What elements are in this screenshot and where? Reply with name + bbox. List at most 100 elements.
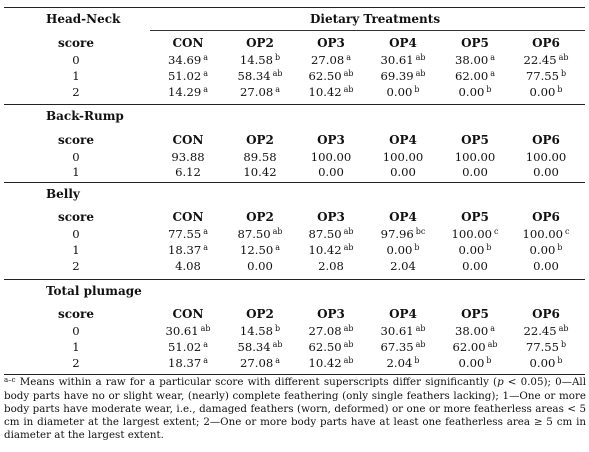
superscript: a xyxy=(275,85,280,94)
column-header-row: score CON OP2 OP3 OP4 OP5 OP6 xyxy=(0,306,589,322)
value-cell: 27.08 a xyxy=(220,355,300,373)
value-text: 77.55 xyxy=(525,69,560,83)
value-text: 100.00 xyxy=(382,150,424,164)
value-cell: 51.02 a xyxy=(148,68,228,86)
value-text: 0.00 xyxy=(386,85,413,99)
table-row: 1 18.37 a 12.50 a 10.42 ab 0.00 b 0.00 b 0.00 b xyxy=(0,242,589,258)
superscript: a xyxy=(203,340,208,349)
superscript: a xyxy=(203,69,208,78)
footnote: a–c Means within a raw for a particular … xyxy=(4,376,586,442)
value-cell: 0.00 b xyxy=(435,242,515,260)
superscript: ab xyxy=(415,340,426,349)
value-cell: 87.50 ab xyxy=(220,226,300,244)
value-text: 0.00 xyxy=(318,165,344,179)
value-text: 0.00 xyxy=(458,243,485,257)
value-cell: 27.08 a xyxy=(220,84,300,102)
value-cell: 77.55 b xyxy=(506,339,586,357)
value-text: 12.50 xyxy=(240,243,274,257)
value-cell: 22.45 ab xyxy=(506,52,586,70)
value-cell: 100.00 xyxy=(506,149,586,165)
value-text: 67.35 xyxy=(380,340,414,354)
value-text: 87.50 xyxy=(237,227,271,241)
value-cell: 67.35 ab xyxy=(363,339,443,357)
value-text: 100.00 xyxy=(310,150,352,164)
head-neck-header: Head-Neck xyxy=(46,12,121,26)
value-cell: 34.69 a xyxy=(148,52,228,70)
section-title: Back-Rump xyxy=(46,109,124,123)
column-header: OP6 xyxy=(532,210,560,224)
value-text: 27.08 xyxy=(308,324,342,338)
superscript: c xyxy=(565,227,570,236)
value-cell: 38.00 a xyxy=(435,52,515,70)
value-cell: 27.08 ab xyxy=(291,323,371,341)
value-cell: 0.00 b xyxy=(435,84,515,102)
score-cell: 1 xyxy=(72,165,80,179)
value-cell: 0.00 xyxy=(291,164,371,180)
value-text: 77.55 xyxy=(168,227,202,241)
column-header: OP5 xyxy=(461,36,489,50)
value-cell: 38.00 a xyxy=(435,323,515,341)
superscript: b xyxy=(275,53,281,62)
superscript: a xyxy=(490,324,495,333)
value-cell: 77.55 b xyxy=(506,68,586,86)
superscript: b xyxy=(486,85,492,94)
superscript: ab xyxy=(272,227,283,236)
value-cell: 2.08 xyxy=(291,258,371,274)
value-text: 97.96 xyxy=(380,227,414,241)
value-text: 27.08 xyxy=(311,53,345,67)
treatments-underline xyxy=(150,30,585,31)
value-text: 10.42 xyxy=(243,165,277,179)
superscript: ab xyxy=(343,243,354,252)
value-cell: 10.42 ab xyxy=(291,355,371,373)
value-cell: 30.61 ab xyxy=(148,323,228,341)
superscript: b xyxy=(414,356,420,365)
column-header: OP4 xyxy=(389,36,417,50)
superscript: a xyxy=(275,243,280,252)
value-text: 0.00 xyxy=(529,243,556,257)
value-text: 93.88 xyxy=(171,150,205,164)
value-text: 58.34 xyxy=(237,340,271,354)
column-header: OP6 xyxy=(532,36,560,50)
superscript: ab xyxy=(415,53,426,62)
table-row: 2 4.08 0.00 2.08 2.04 0.00 0.00 xyxy=(0,258,589,274)
value-cell: 10.42 ab xyxy=(291,242,371,260)
value-cell: 22.45 ab xyxy=(506,323,586,341)
value-cell: 4.08 xyxy=(148,258,228,274)
column-header: score xyxy=(57,307,95,321)
value-text: 18.37 xyxy=(168,356,202,370)
value-cell: 0.00 xyxy=(435,258,515,274)
value-cell: 100.00 c xyxy=(506,226,586,244)
superscript: b xyxy=(557,243,563,252)
superscript: ab xyxy=(558,324,569,333)
value-cell: 0.00 xyxy=(363,164,443,180)
value-cell: 89.58 xyxy=(220,149,300,165)
value-cell: 27.08 a xyxy=(291,52,371,70)
value-cell: 62.50 ab xyxy=(291,339,371,357)
value-text: 62.50 xyxy=(308,69,342,83)
section-title: Belly xyxy=(46,187,80,201)
superscript: ab xyxy=(415,324,426,333)
column-header: OP2 xyxy=(246,210,274,224)
footnote-p-symbol: p xyxy=(497,376,504,388)
value-text: 0.00 xyxy=(458,356,485,370)
value-cell: 14.58 b xyxy=(220,52,300,70)
value-cell: 14.58 b xyxy=(220,323,300,341)
column-header: score xyxy=(57,36,95,50)
superscript: ab xyxy=(415,69,426,78)
superscript: bc xyxy=(415,227,426,236)
score-cell: 0 xyxy=(72,227,80,241)
column-header: OP3 xyxy=(317,210,345,224)
dietary-treatments-header: Dietary Treatments xyxy=(310,12,441,26)
superscript: ab xyxy=(343,227,354,236)
value-text: 77.55 xyxy=(525,340,560,354)
value-text: 10.42 xyxy=(308,85,342,99)
superscript: b xyxy=(414,85,420,94)
value-cell: 30.61 ab xyxy=(363,52,443,70)
column-header-row: score CON OP2 OP3 OP4 OP5 OP6 xyxy=(0,209,589,225)
value-text: 100.00 xyxy=(522,227,564,241)
column-header-row: score CON OP2 OP3 OP4 OP5 OP6 xyxy=(0,35,589,51)
superscript: ab xyxy=(343,340,354,349)
value-text: 0.00 xyxy=(529,85,556,99)
column-header: OP2 xyxy=(246,36,274,50)
